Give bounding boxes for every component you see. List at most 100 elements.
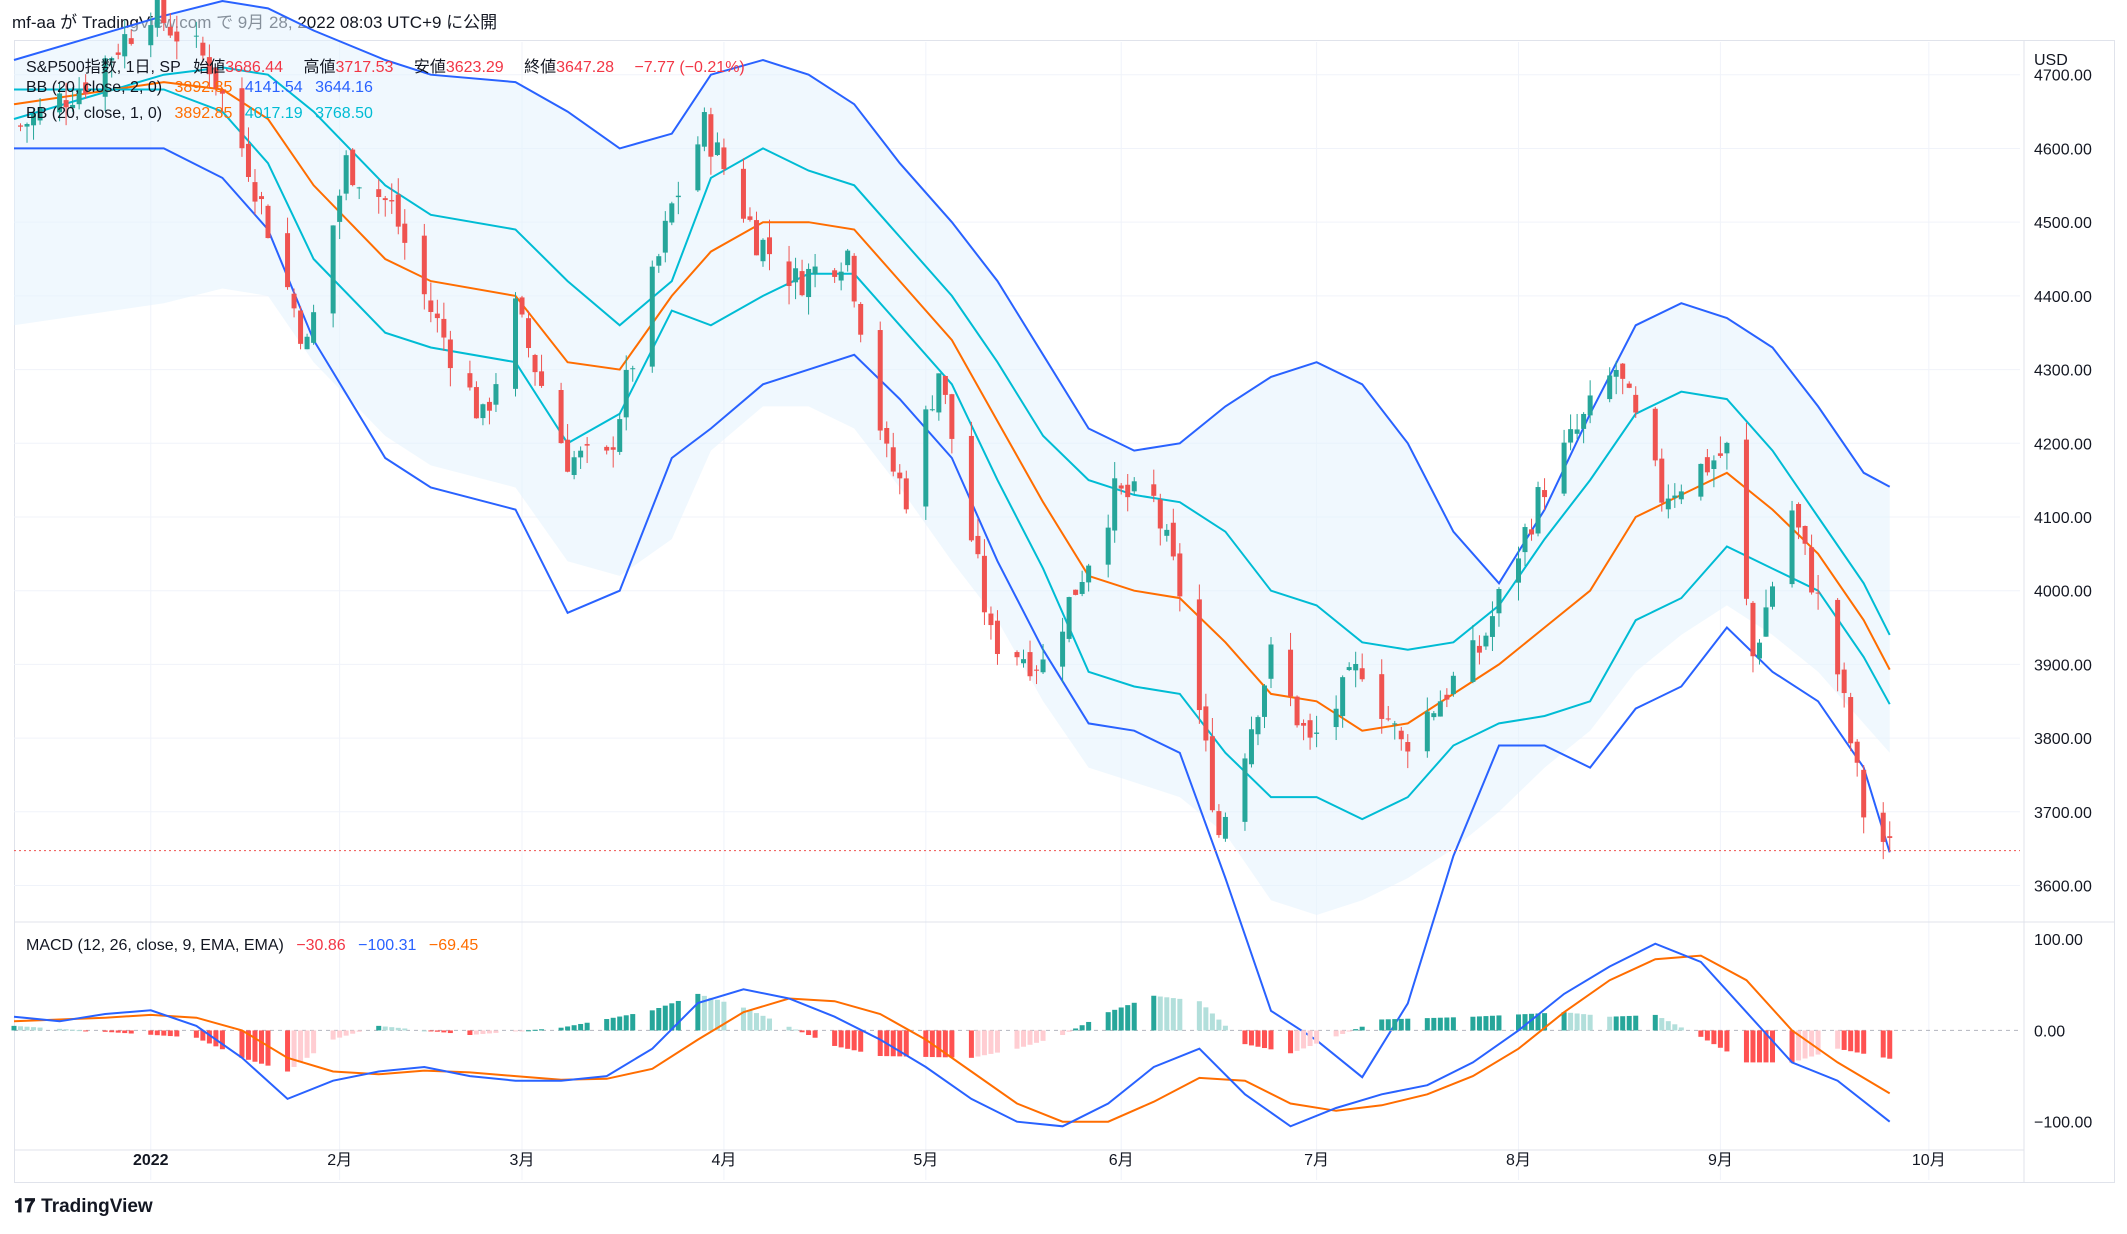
macd-hist-bar: [988, 1030, 994, 1054]
time-tick-label: 8月: [1506, 1152, 1531, 1169]
candle-down: [1203, 693, 1209, 752]
macd-hist-bar: [265, 1030, 271, 1066]
candle-body: [1581, 413, 1587, 429]
macd-hist-bar: [486, 1030, 492, 1034]
macd-hist-bar: [109, 1030, 115, 1033]
candle-body: [115, 52, 121, 55]
candle-down: [1359, 653, 1365, 682]
candle-body: [662, 220, 668, 253]
candle-down: [350, 148, 356, 187]
candle-body: [617, 419, 623, 452]
macd-hist-bar: [1288, 1030, 1294, 1054]
bb-basis-line: [13, 81, 1891, 732]
macd-hist-bar: [1034, 1030, 1040, 1043]
macd-hist-bar: [57, 1028, 63, 1031]
candle-body: [1444, 694, 1450, 700]
macd-hist-bar: [1698, 1030, 1704, 1037]
candle-body: [936, 373, 942, 413]
candle-body: [571, 457, 577, 476]
candle-body: [1086, 565, 1092, 583]
candle-up: [1711, 455, 1717, 488]
candle-body: [1770, 586, 1776, 607]
candle-up: [701, 107, 707, 152]
candle-down: [1835, 598, 1841, 692]
candle-body: [70, 104, 76, 109]
candle-up: [845, 248, 851, 272]
macd-hist-bar: [376, 1025, 382, 1031]
candle-down: [747, 207, 753, 222]
candle-body: [753, 220, 759, 256]
candle-down: [1626, 381, 1632, 389]
macd-hist-bar: [1353, 1029, 1359, 1031]
macd-hist-bar: [539, 1029, 545, 1031]
candle-down: [1379, 659, 1385, 734]
macd-hist-bar: [63, 1029, 69, 1031]
candle-up: [1535, 481, 1541, 537]
candle-down: [1157, 493, 1163, 546]
macd-tick-label: 0.00: [2034, 1023, 2065, 1040]
macd-hist-bar: [1789, 1030, 1795, 1063]
candle-body: [903, 478, 909, 510]
tradingview-brand[interactable]: 𝟏𝟕 TradingView: [14, 1196, 153, 1218]
macd-hist-bar: [1392, 1019, 1398, 1031]
macd-hist-bar: [428, 1030, 434, 1032]
price-legend: S&P500指数, 1日, SP 始値3686.44 高値3717.53 安値3…: [26, 53, 753, 77]
candle-down: [402, 209, 408, 260]
candle-body: [890, 447, 896, 472]
candle-body: [473, 387, 479, 419]
candle-body: [1340, 677, 1346, 717]
macd-hist-bar: [1542, 1013, 1548, 1031]
candle-body: [1568, 429, 1574, 443]
macd-hist-bar: [1522, 1014, 1528, 1031]
macd-hist-bar: [1170, 998, 1176, 1031]
macd-hist-bar: [526, 1030, 532, 1032]
candle-body: [519, 297, 525, 315]
macd-hist-bar: [18, 1026, 24, 1031]
macd-hist-bar: [239, 1030, 245, 1058]
candle-body: [1209, 736, 1215, 811]
macd-hist-bar: [350, 1030, 356, 1034]
macd-hist-bar: [1196, 1001, 1202, 1031]
candle-body: [1242, 758, 1248, 822]
macd-hist-bar: [193, 1030, 199, 1038]
macd-hist-bar: [298, 1030, 304, 1063]
macd-hist-bar: [1424, 1018, 1430, 1031]
candle-body: [1170, 522, 1176, 557]
candle-body: [558, 390, 564, 444]
macd-hist-bar: [1815, 1030, 1821, 1055]
candle-up: [1164, 524, 1170, 542]
macd-hist-bar: [923, 1030, 929, 1057]
macd-hist-bar: [565, 1026, 571, 1031]
candle-body: [1066, 597, 1072, 639]
candle-body: [526, 318, 532, 349]
macd-hist-bar: [1704, 1030, 1710, 1041]
macd-hist-bar: [1379, 1019, 1385, 1031]
candle-body: [265, 205, 271, 239]
candle-body: [1678, 491, 1684, 500]
candle-up: [669, 201, 675, 226]
macd-hist-bar: [356, 1030, 362, 1032]
candle-body: [1060, 631, 1066, 667]
macd-hist-bar: [1307, 1030, 1313, 1047]
candle-body: [988, 613, 994, 626]
candle-up: [311, 304, 317, 345]
candle-body: [389, 200, 395, 202]
candle-body: [1802, 526, 1808, 544]
macd-hist-bar: [1437, 1017, 1443, 1031]
macd-hist-bar: [1561, 1012, 1567, 1031]
candle-up: [337, 189, 343, 240]
macd-hist-bar: [1770, 1030, 1776, 1063]
candle-up: [1261, 684, 1267, 729]
price-tick-label: 4600.00: [2034, 141, 2092, 158]
candle-body: [1698, 463, 1704, 497]
candle-body: [1613, 369, 1619, 377]
price-tick-label: 4400.00: [2034, 289, 2092, 306]
macd-hist-bar: [1613, 1016, 1619, 1031]
candle-body: [480, 404, 486, 419]
price-tick-label: 4700.00: [2034, 68, 2092, 85]
macd-hist-bar: [1248, 1030, 1254, 1046]
candle-down: [63, 82, 69, 126]
candle-body: [1268, 644, 1274, 679]
bb2-lower-value: 3644.16: [315, 79, 373, 96]
